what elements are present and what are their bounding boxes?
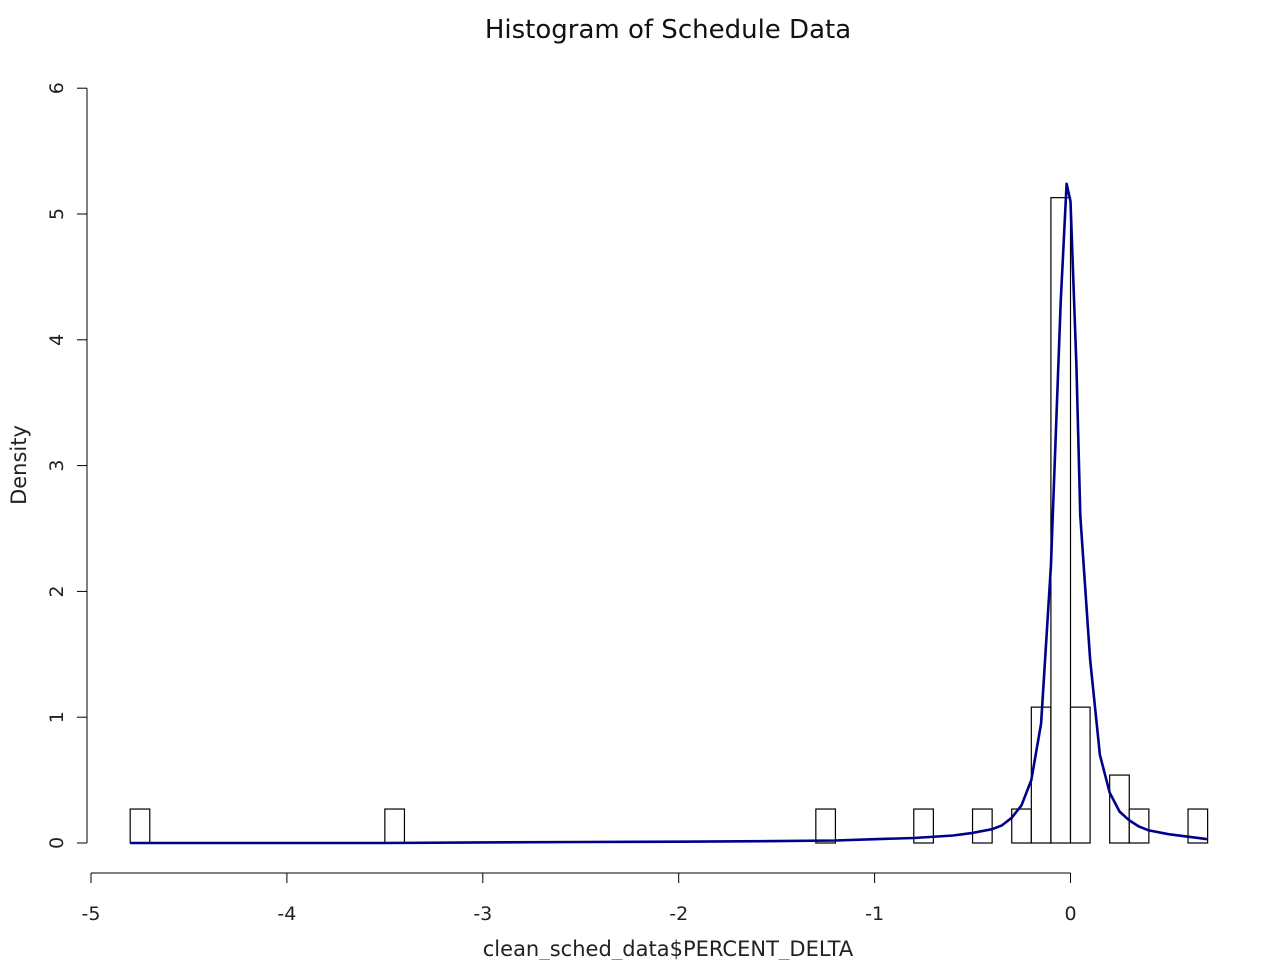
y-tick-label-3: 3: [46, 460, 68, 472]
x-tick-label-2: -3: [473, 903, 492, 925]
y-axis-label: Density: [7, 425, 31, 505]
histogram-bar-3: [913, 808, 934, 844]
y-tick-label-5: 5: [46, 208, 68, 220]
x-axis-label: clean_sched_data$PERCENT_DELTA: [483, 937, 854, 960]
histogram-bar-7: [1050, 197, 1072, 844]
histogram-bar-8: [1069, 706, 1091, 844]
histogram-bar-1: [384, 808, 406, 844]
histogram-bar-4: [971, 808, 993, 844]
x-tick-label-3: -2: [669, 903, 688, 925]
histogram-bar-11: [1187, 808, 1209, 844]
histogram-bars: [129, 197, 1209, 844]
y-tick-label-0: 0: [46, 837, 68, 849]
histogram-bar-0: [129, 808, 151, 844]
y-tick-label-4: 4: [46, 334, 68, 346]
x-tick-label-5: 0: [1064, 903, 1076, 925]
density-curve: [130, 182, 1208, 845]
x-tick-label-4: -1: [865, 903, 884, 925]
y-tick-label-2: 2: [46, 585, 68, 597]
chart-title: Histogram of Schedule Data: [485, 15, 851, 45]
x-axis: -5 -4 -3 -2 -1 0: [82, 872, 1077, 925]
x-tick-label-1: -4: [277, 903, 296, 925]
y-tick-label-1: 1: [46, 711, 68, 723]
y-axis: 0 1 2 3 4 5 6: [46, 82, 88, 849]
y-tick-label-6: 6: [46, 82, 68, 94]
histogram-bar-2: [815, 808, 837, 844]
x-tick-label-0: -5: [82, 903, 101, 925]
